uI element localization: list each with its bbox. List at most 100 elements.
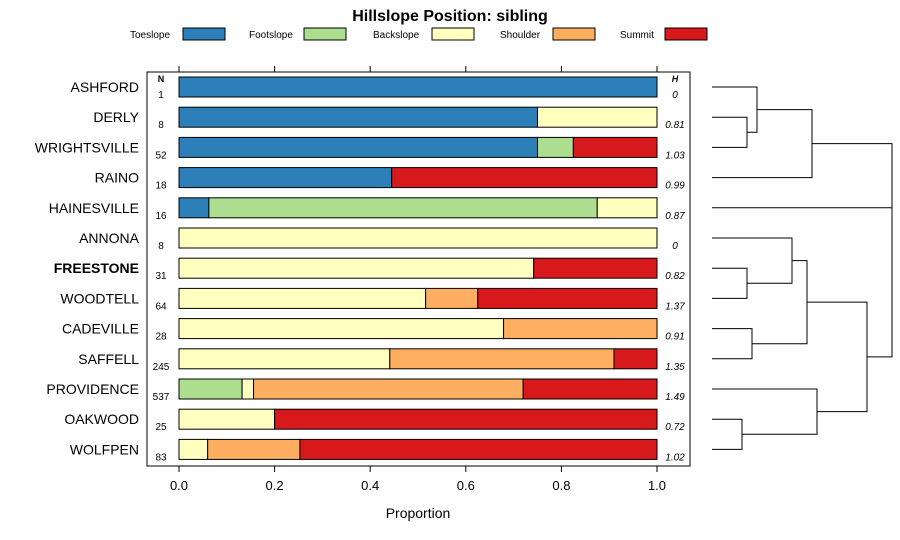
bar-raino-toeslope [178,167,393,189]
legend-label-shoulder: Shoulder [500,30,541,41]
n-value-saffell: 245 [153,362,170,373]
category-label-freestone: FREESTONE [54,260,139,276]
h-value-freestone: 0.82 [665,271,685,282]
x-tick-label: 0.0 [170,478,188,493]
bar-annona-backslope [178,227,658,249]
dendrogram-link [712,143,893,209]
legend-swatch-shoulder [552,27,596,41]
h-value-wolfpen: 1.02 [665,452,685,463]
n-value-freestone: 31 [155,271,167,282]
dendrogram-link [712,267,748,299]
bar-woodtell-summit [477,287,658,309]
category-label-raino: RAINO [95,170,139,186]
n-value-wrightsville: 52 [155,150,167,161]
h-value-cadeville: 0.91 [665,332,684,343]
plot-frame [146,71,691,467]
bar-providence-backslope [241,378,255,400]
legend-swatch-summit [664,27,708,41]
h-value-wrightsville: 1.03 [665,150,685,161]
category-label-woodtell: WOODTELL [60,290,139,306]
h-value-ashford: 0 [672,90,678,101]
category-label-derly: DERLY [93,109,139,125]
bar-derly-backslope [537,106,658,128]
bar-hainesville-backslope [596,197,658,219]
bar-hainesville-toeslope [178,197,210,219]
h-value-woodtell: 1.37 [665,301,685,312]
legend-label-footslope: Footslope [249,30,293,41]
n-value-cadeville: 28 [155,332,167,343]
n-value-woodtell: 64 [155,301,167,312]
dendrogram-link [807,301,868,413]
h-value-annona: 0 [672,241,678,252]
n-value-hainesville: 16 [155,211,167,222]
bar-saffell-summit [613,348,658,370]
category-label-wolfpen: WOLFPEN [70,441,139,457]
bar-raino-summit [391,167,658,189]
bar-area: ASHFORD 1 0 DERLY 8 0.81 WRIGHTSVILLE 52 1.03 RAI… [35,71,691,467]
legend-label-toeslope: Toeslope [130,30,170,41]
bar-freestone-summit [533,257,658,279]
bar-providence-shoulder [253,378,524,400]
bar-providence-summit [522,378,658,400]
dendrogram-link [712,418,743,450]
dendrogram-link [712,86,758,133]
bar-wrightsville-toeslope [178,136,538,158]
bar-cadeville-backslope [178,318,505,340]
bar-cadeville-shoulder [503,318,658,340]
h-value-providence: 1.49 [665,392,685,403]
h-value-raino: 0.99 [665,181,685,192]
dendrogram-link [712,116,748,148]
n-value-wolfpen: 83 [155,452,167,463]
dendrogram-link [712,328,753,360]
legend-swatch-footslope [303,27,347,41]
category-label-wrightsville: WRIGHTSVILLE [35,139,139,155]
n-value-providence: 537 [153,392,170,403]
legend-label-backslope: Backslope [373,30,420,41]
n-value-annona: 8 [158,241,164,252]
category-label-annona: ANNONA [79,230,140,246]
dendrogram [712,86,893,450]
n-header: N [158,74,165,84]
bar-wolfpen-shoulder [207,438,301,460]
chart-title: Hillslope Position: sibling [352,8,548,25]
legend-label-summit: Summit [620,30,654,41]
category-label-cadeville: CADEVILLE [62,321,139,337]
h-value-derly: 0.81 [665,120,684,131]
category-label-providence: PROVIDENCE [46,381,139,397]
category-label-ashford: ASHFORD [71,79,139,95]
bar-wolfpen-backslope [178,438,209,460]
h-value-hainesville: 0.87 [665,211,685,222]
bar-hainesville-footslope [208,197,598,219]
x-tick-label: 0.4 [361,478,379,493]
dendrogram-link [712,237,793,284]
h-value-saffell: 1.35 [665,362,685,373]
n-value-oakwood: 25 [155,422,167,433]
category-label-saffell: SAFFELL [78,351,139,367]
legend-swatch-toeslope [182,27,226,41]
bar-wolfpen-summit [299,438,658,460]
x-tick-label: 0.8 [552,478,570,493]
category-label-hainesville: HAINESVILLE [49,200,139,216]
bar-providence-footslope [178,378,243,400]
bar-saffell-backslope [178,348,391,370]
bar-woodtell-shoulder [425,287,479,309]
bar-saffell-shoulder [389,348,615,370]
legend: Toeslope Footslope Backslope Shoulder Summit [130,27,708,41]
bar-ashford-toeslope [178,76,658,98]
legend-swatch-backslope [431,27,475,41]
dendrogram-link [867,175,893,358]
h-header: H [672,74,679,84]
h-value-oakwood: 0.72 [665,422,685,433]
bar-derly-toeslope [178,106,538,128]
bar-wrightsville-summit [572,136,658,158]
bar-woodtell-backslope [178,287,427,309]
bar-oakwood-backslope [178,408,276,430]
x-tick-label: 0.2 [266,478,284,493]
dendrogram-link [712,109,813,179]
x-tick-label: 0.6 [457,478,475,493]
x-tick-label: 1.0 [648,478,666,493]
n-value-derly: 8 [158,120,164,131]
n-value-raino: 18 [155,181,167,192]
dendrogram-link [712,388,818,435]
